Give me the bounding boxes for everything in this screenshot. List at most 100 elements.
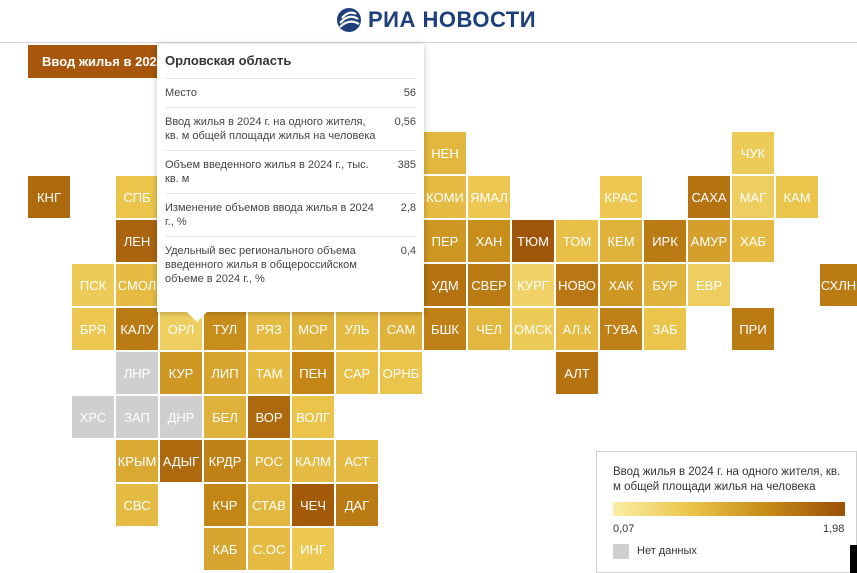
- region-tile[interactable]: ХАБ: [732, 220, 774, 262]
- header: РИА НОВОСТИ: [0, 0, 857, 43]
- region-tile[interactable]: КОМИ: [424, 176, 466, 218]
- region-tile[interactable]: ЧЕЛ: [468, 308, 510, 350]
- region-tile[interactable]: ОРНБ: [380, 352, 422, 394]
- region-tile[interactable]: САХА: [688, 176, 730, 218]
- tooltip-row-value: 385: [397, 159, 416, 171]
- region-tile[interactable]: КРЫМ: [116, 440, 158, 482]
- ria-globe-icon: [337, 8, 361, 32]
- region-tile[interactable]: АЛТ: [556, 352, 598, 394]
- region-tile[interactable]: ТОМ: [556, 220, 598, 262]
- tooltip-row-label: Место: [165, 87, 197, 99]
- tooltip-row-label: Изменение объемов ввода жилья в 2024 г.,…: [165, 202, 374, 228]
- region-tile[interactable]: ХАК: [600, 264, 642, 306]
- region-tile[interactable]: САМ: [380, 308, 422, 350]
- region-tile[interactable]: ИНГ: [292, 528, 334, 570]
- region-tile[interactable]: КАМ: [776, 176, 818, 218]
- region-tile[interactable]: БРЯ: [72, 308, 114, 350]
- region-tile[interactable]: НОВО: [556, 264, 598, 306]
- ria-logo[interactable]: РИА НОВОСТИ: [336, 6, 536, 34]
- region-tile[interactable]: САР: [336, 352, 378, 394]
- region-tile[interactable]: ТУВА: [600, 308, 642, 350]
- region-tile[interactable]: РОС: [248, 440, 290, 482]
- legend-nodata-swatch: [613, 544, 629, 559]
- region-tile[interactable]: УДМ: [424, 264, 466, 306]
- region-tile[interactable]: С.ОС: [248, 528, 290, 570]
- legend: Ввод жилья в 2024 г. на одного жителя, к…: [596, 451, 857, 573]
- region-tile[interactable]: КАЛМ: [292, 440, 334, 482]
- tooltip-row: Место 56: [165, 79, 416, 108]
- region-tile[interactable]: ЛЕН: [116, 220, 158, 262]
- region-tile[interactable]: КУР: [160, 352, 202, 394]
- region-tile[interactable]: ДНР: [160, 396, 202, 438]
- legend-min: 0,07: [613, 523, 635, 535]
- region-tile[interactable]: ТАМ: [248, 352, 290, 394]
- region-tile[interactable]: МОР: [292, 308, 334, 350]
- region-tile[interactable]: СМОЛ: [116, 264, 158, 306]
- legend-gradient: [613, 502, 845, 516]
- region-tile[interactable]: КРАС: [600, 176, 642, 218]
- region-tile[interactable]: СХЛН: [820, 264, 857, 306]
- region-tile[interactable]: ВОЛГ: [292, 396, 334, 438]
- region-tile[interactable]: СВЕР: [468, 264, 510, 306]
- region-tile[interactable]: ДАГ: [336, 484, 378, 526]
- region-tile[interactable]: КРДР: [204, 440, 246, 482]
- region-tile[interactable]: АЛ.К: [556, 308, 598, 350]
- tooltip-row: Объем введенного жилья в 2024 г., тыс. к…: [165, 151, 416, 194]
- region-tile[interactable]: ЗАБ: [644, 308, 686, 350]
- region-tile[interactable]: КУРГ: [512, 264, 554, 306]
- region-tile[interactable]: ЕВР: [688, 264, 730, 306]
- region-tile[interactable]: БШК: [424, 308, 466, 350]
- region-tile[interactable]: СВС: [116, 484, 158, 526]
- region-tile[interactable]: РЯЗ: [248, 308, 290, 350]
- region-tile[interactable]: ЛИП: [204, 352, 246, 394]
- region-tile[interactable]: КАБ: [204, 528, 246, 570]
- region-tile[interactable]: КНГ: [28, 176, 70, 218]
- brand-name: РИА НОВОСТИ: [368, 7, 537, 32]
- legend-nodata-label: Нет данных: [637, 545, 697, 557]
- region-tile[interactable]: БЕЛ: [204, 396, 246, 438]
- legend-max: 1,98: [823, 523, 845, 535]
- tooltip-row: Удельный вес регионального объема введен…: [165, 237, 416, 293]
- tooltip-row: Ввод жилья в 2024 г. на одного жителя, к…: [165, 108, 416, 151]
- region-tooltip: Орловская область Место 56 Ввод жилья в …: [157, 44, 424, 322]
- tooltip-region-name: Орловская область: [165, 44, 416, 79]
- region-tile[interactable]: АМУР: [688, 220, 730, 262]
- region-tile[interactable]: ИРК: [644, 220, 686, 262]
- region-tile[interactable]: ХАН: [468, 220, 510, 262]
- region-tile[interactable]: ЧУК: [732, 132, 774, 174]
- tooltip-row-value: 0,4: [400, 245, 416, 257]
- region-tile[interactable]: ПЕН: [292, 352, 334, 394]
- region-tile[interactable]: УЛЬ: [336, 308, 378, 350]
- tooltip-row-value: 56: [403, 87, 416, 99]
- region-tile[interactable]: ПСК: [72, 264, 114, 306]
- region-tile[interactable]: ОМСК: [512, 308, 554, 350]
- tooltip-row-value: 2,8: [400, 202, 416, 214]
- region-tile[interactable]: СТАВ: [248, 484, 290, 526]
- region-tile[interactable]: АСТ: [336, 440, 378, 482]
- scrollbar-edge: [850, 545, 857, 573]
- region-tile[interactable]: ТЮМ: [512, 220, 554, 262]
- region-tile[interactable]: НЕН: [424, 132, 466, 174]
- region-tile[interactable]: ТУЛ: [204, 308, 246, 350]
- region-tile[interactable]: ХРС: [72, 396, 114, 438]
- region-tile[interactable]: ПЕР: [424, 220, 466, 262]
- tooltip-rows: Место 56 Ввод жилья в 2024 г. на одного …: [165, 79, 416, 293]
- legend-title: Ввод жилья в 2024 г. на одного жителя, к…: [613, 466, 841, 493]
- tooltip-row-value: 0,56: [394, 116, 416, 128]
- region-tile[interactable]: МАГ: [732, 176, 774, 218]
- region-tile[interactable]: АДЫГ: [160, 440, 202, 482]
- tooltip-row: Изменение объемов ввода жилья в 2024 г.,…: [165, 194, 416, 237]
- region-tile[interactable]: ЛНР: [116, 352, 158, 394]
- region-tile[interactable]: БУР: [644, 264, 686, 306]
- region-tile[interactable]: СПБ: [116, 176, 158, 218]
- region-tile[interactable]: ЯМАЛ: [468, 176, 510, 218]
- region-tile[interactable]: КЕМ: [600, 220, 642, 262]
- region-tile[interactable]: КАЛУ: [116, 308, 158, 350]
- region-tile[interactable]: ВОР: [248, 396, 290, 438]
- region-tile[interactable]: ПРИ: [732, 308, 774, 350]
- tooltip-row-label: Объем введенного жилья в 2024 г., тыс. к…: [165, 159, 369, 185]
- region-tile[interactable]: КЧР: [204, 484, 246, 526]
- region-tile[interactable]: ЧЕЧ: [292, 484, 334, 526]
- tooltip-row-label: Ввод жилья в 2024 г. на одного жителя, к…: [165, 116, 376, 142]
- region-tile[interactable]: ЗАП: [116, 396, 158, 438]
